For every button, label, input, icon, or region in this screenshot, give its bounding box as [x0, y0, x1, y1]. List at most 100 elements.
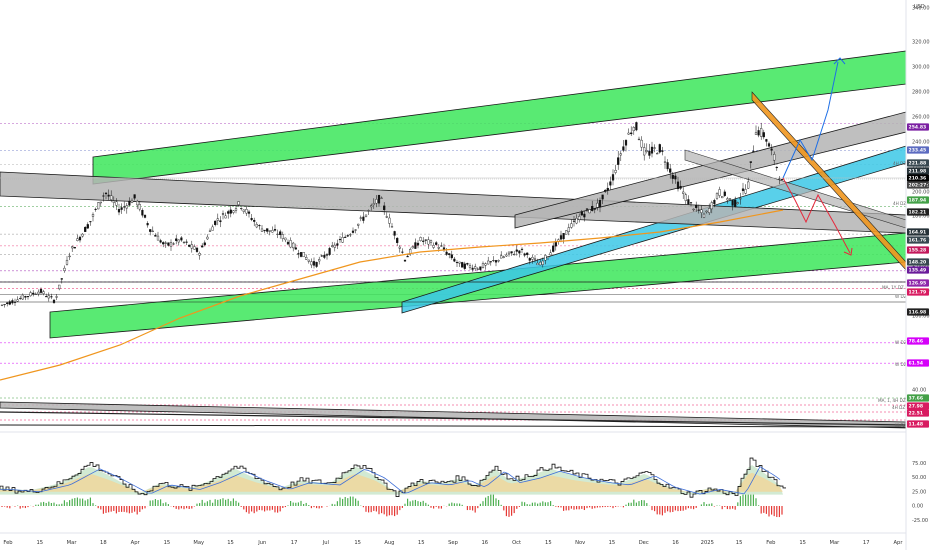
osc-histogram-bar [425, 502, 427, 506]
candle-body [52, 299, 56, 303]
osc-histogram-bar [331, 503, 333, 506]
currency-label: USD [914, 4, 925, 10]
osc-histogram-bar [144, 506, 146, 509]
candle-body [310, 261, 313, 266]
candle-body [281, 234, 284, 239]
oscillator-axis[interactable]: 75.00 50.00 25.00 0.00 -25.00 [912, 461, 928, 524]
candle-body [208, 230, 212, 232]
price-tick-label: 180.00 [912, 214, 930, 220]
osc-histogram-bar [703, 502, 705, 506]
candle-body [396, 237, 399, 243]
time-tick-label: 15 [164, 540, 171, 546]
osc-histogram-bar [609, 506, 611, 507]
candle-body [767, 143, 771, 147]
candle-body [601, 194, 604, 200]
osc-histogram-bar [245, 506, 247, 513]
osc-histogram-bar [277, 506, 279, 513]
osc-histogram-bar [713, 506, 715, 507]
candle-body [609, 181, 612, 186]
osc-histogram-bar [63, 500, 65, 506]
candle-body [190, 244, 193, 249]
candle-body [650, 146, 654, 154]
candle-body [299, 252, 303, 257]
candle-body [671, 174, 674, 179]
price-badge-label: 135.49 [909, 268, 927, 274]
osc-histogram-bar [669, 506, 671, 513]
candle-body [728, 198, 732, 200]
osc-histogram-bar [417, 501, 419, 506]
osc-histogram-bar [518, 506, 520, 507]
osc-histogram-bar [297, 502, 299, 506]
candle-body [489, 261, 492, 263]
zone-label: 4H DZ [893, 201, 906, 206]
candle-body [445, 251, 448, 255]
candle-body [138, 204, 141, 210]
osc-histogram-bar [479, 503, 481, 506]
osc-histogram-bar [50, 502, 52, 506]
candle-body [143, 214, 147, 218]
time-tick-label: Mar [67, 540, 78, 546]
osc-histogram-bar [209, 499, 211, 506]
price-badge-label: 221.88 [909, 161, 927, 167]
candle-body [533, 258, 537, 260]
candle-body [487, 260, 490, 265]
candle-body [570, 223, 573, 228]
candle-body [518, 250, 521, 254]
osc-histogram-bar [773, 506, 775, 517]
osc-histogram-bar [534, 502, 536, 506]
time-tick-label: 15 [418, 540, 425, 546]
price-badge [907, 146, 929, 154]
time-tick-label: Sep [448, 540, 458, 546]
candle-body [666, 162, 669, 170]
osc-histogram-bar [230, 501, 232, 506]
zone-annotations: 4H DZ 4H DZ MA, 1Y DZ W DZ W DZ W DZ MA, 1, 4H… [878, 161, 907, 428]
osc-histogram-bar [95, 505, 97, 506]
candle-body [312, 261, 316, 266]
osc-histogram-bar [100, 506, 102, 510]
candle-body [622, 146, 625, 151]
price-badge [907, 208, 929, 216]
osc-histogram-bar [591, 506, 593, 509]
candle-body [656, 153, 659, 155]
candle-body [630, 132, 633, 135]
candle-body [398, 246, 401, 249]
candle-body [695, 204, 698, 208]
candle-body [133, 194, 136, 199]
candle-body [588, 209, 591, 214]
candle-body [32, 292, 35, 295]
candle-body [370, 205, 373, 208]
osc-histogram-bar [352, 496, 354, 506]
candle-body [219, 220, 222, 223]
osc-histogram-bar [422, 500, 424, 506]
price-badge-label: 22.51 [909, 411, 924, 417]
osc-histogram-bar [388, 506, 390, 516]
time-tick-label: May [193, 540, 204, 546]
time-axis[interactable]: Feb 15 Mar 18 Apr 15 May 15 Jun 17 Jul 15 Aug 15 Sep 16… [3, 540, 903, 546]
candle-body [723, 191, 726, 196]
candle-body [128, 201, 131, 206]
osc-histogram-bar [435, 506, 437, 507]
candle-body [598, 200, 602, 208]
candle-body [8, 301, 11, 305]
osc-histogram-bar [531, 502, 533, 506]
osc-histogram-bar [118, 506, 120, 513]
price-tick-label: 260.00 [912, 115, 930, 121]
time-tick-label: 15 [545, 540, 552, 546]
candle-body [463, 263, 466, 269]
osc-histogram-bar [677, 506, 679, 512]
candle-body [689, 202, 693, 204]
time-tick-label: 15 [609, 540, 616, 546]
price-badge-label: 61.54 [909, 361, 924, 367]
candle-body [97, 202, 100, 210]
osc-histogram-bar [654, 506, 656, 512]
osc-histogram-bar [625, 504, 627, 506]
candle-body [182, 241, 186, 243]
candle-body [648, 150, 651, 156]
price-tick-label: 240.00 [912, 140, 930, 146]
candle-body [89, 221, 92, 223]
candle-body [55, 296, 58, 298]
osc-histogram-bar [84, 500, 86, 506]
candle-body [552, 245, 555, 252]
